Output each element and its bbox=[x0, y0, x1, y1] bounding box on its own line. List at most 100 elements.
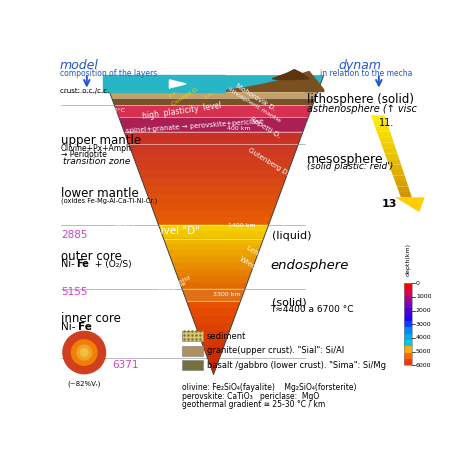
Text: outer core: outer core bbox=[61, 250, 122, 263]
Polygon shape bbox=[177, 276, 250, 282]
Text: (~82%Vᵣ): (~82%Vᵣ) bbox=[67, 380, 101, 387]
Text: 4000: 4000 bbox=[416, 336, 431, 340]
Polygon shape bbox=[211, 367, 216, 374]
Polygon shape bbox=[109, 91, 318, 98]
Polygon shape bbox=[119, 117, 308, 132]
Text: Repetti D.: Repetti D. bbox=[249, 116, 281, 139]
Polygon shape bbox=[182, 289, 245, 301]
Text: Mohorovik D.: Mohorovik D. bbox=[235, 83, 277, 112]
Polygon shape bbox=[150, 201, 277, 209]
Polygon shape bbox=[170, 257, 257, 263]
Polygon shape bbox=[127, 139, 300, 147]
Polygon shape bbox=[103, 75, 324, 91]
Text: (solid plastic: reid'): (solid plastic: reid') bbox=[307, 162, 393, 171]
Text: 2000: 2000 bbox=[416, 308, 431, 313]
Polygon shape bbox=[397, 186, 410, 192]
Polygon shape bbox=[163, 237, 264, 244]
Text: lithospheric mantle: lithospheric mantle bbox=[227, 87, 281, 124]
Text: 2900°C: 2900°C bbox=[113, 223, 136, 228]
Text: 11.: 11. bbox=[379, 118, 394, 128]
Polygon shape bbox=[395, 197, 425, 212]
Text: 5155: 5155 bbox=[61, 287, 88, 297]
Polygon shape bbox=[205, 353, 222, 360]
Text: Ni-: Ni- bbox=[61, 259, 75, 269]
Text: crust: o.c./c.c.: crust: o.c./c.c. bbox=[60, 88, 109, 94]
Text: geothermal gradient ≅ 25-30 °C / km: geothermal gradient ≅ 25-30 °C / km bbox=[182, 401, 326, 410]
Text: nivel "D": nivel "D" bbox=[154, 226, 200, 236]
Text: perovskite: CaTiO₃   periclase:  MgO: perovskite: CaTiO₃ periclase: MgO bbox=[182, 392, 319, 401]
Text: basalt /gabbro (lower crust). "Sima": Si/Mg: basalt /gabbro (lower crust). "Sima": Si… bbox=[207, 361, 386, 370]
Text: 6000: 6000 bbox=[416, 363, 431, 368]
Text: Fe: Fe bbox=[76, 259, 89, 269]
Polygon shape bbox=[130, 147, 297, 155]
Polygon shape bbox=[208, 360, 219, 367]
Text: composition of the layers: composition of the layers bbox=[60, 69, 157, 78]
Polygon shape bbox=[124, 132, 303, 145]
Polygon shape bbox=[158, 225, 269, 231]
Text: transition zone: transition zone bbox=[141, 281, 187, 304]
Text: 2885: 2885 bbox=[61, 229, 88, 240]
Polygon shape bbox=[180, 282, 247, 289]
Text: Fe: Fe bbox=[78, 322, 91, 332]
Polygon shape bbox=[144, 186, 283, 194]
Text: Gutenberg D.: Gutenberg D. bbox=[247, 147, 290, 177]
Polygon shape bbox=[200, 338, 227, 345]
Text: 1000: 1000 bbox=[416, 294, 431, 300]
Text: Olivine+Px+Amph.: Olivine+Px+Amph. bbox=[61, 145, 134, 154]
Text: inner core: inner core bbox=[61, 312, 121, 325]
Polygon shape bbox=[187, 301, 240, 374]
Text: 1400 km: 1400 km bbox=[228, 223, 256, 228]
Bar bbox=[404, 296, 412, 302]
Circle shape bbox=[63, 331, 106, 374]
Bar bbox=[404, 359, 412, 365]
Bar bbox=[404, 328, 412, 334]
Text: lithosphere (solid): lithosphere (solid) bbox=[307, 93, 414, 106]
Polygon shape bbox=[153, 209, 274, 217]
Text: (liquid): (liquid) bbox=[272, 231, 312, 241]
Circle shape bbox=[81, 349, 88, 356]
Text: depth(km): depth(km) bbox=[406, 243, 411, 276]
Polygon shape bbox=[203, 345, 224, 353]
Bar bbox=[404, 315, 412, 321]
Text: Conrad D.: Conrad D. bbox=[171, 86, 201, 107]
Text: spinel+granate → perovskite+periclase: spinel+granate → perovskite+periclase bbox=[126, 118, 264, 134]
Bar bbox=[404, 302, 412, 309]
Text: dynam: dynam bbox=[338, 59, 381, 72]
Polygon shape bbox=[391, 170, 405, 175]
Text: Ni-: Ni- bbox=[61, 322, 75, 332]
Polygon shape bbox=[197, 331, 230, 338]
Polygon shape bbox=[395, 181, 408, 186]
Polygon shape bbox=[158, 225, 269, 239]
Text: 13: 13 bbox=[382, 199, 397, 209]
Text: Wiechert D.: Wiechert D. bbox=[238, 255, 277, 283]
Polygon shape bbox=[103, 75, 225, 91]
Text: o.c.: o.c. bbox=[167, 89, 179, 99]
Polygon shape bbox=[192, 316, 235, 323]
Polygon shape bbox=[175, 270, 252, 276]
Polygon shape bbox=[385, 154, 399, 159]
Polygon shape bbox=[136, 163, 292, 171]
Polygon shape bbox=[381, 143, 396, 148]
Polygon shape bbox=[147, 194, 280, 201]
Text: mesosphere: mesosphere bbox=[307, 153, 384, 165]
Polygon shape bbox=[138, 171, 289, 178]
Text: endosphere: endosphere bbox=[271, 259, 349, 272]
Text: high  plasticity  level: high plasticity level bbox=[142, 101, 222, 121]
Polygon shape bbox=[129, 145, 298, 225]
Text: (oxides Fe-Mg-Al-Ca-Ti-Ni-Cr.): (oxides Fe-Mg-Al-Ca-Ti-Ni-Cr.) bbox=[61, 197, 157, 203]
Polygon shape bbox=[371, 115, 386, 121]
Text: 3300 km: 3300 km bbox=[212, 292, 240, 297]
Polygon shape bbox=[124, 132, 303, 139]
Polygon shape bbox=[112, 98, 315, 105]
Bar bbox=[404, 340, 412, 346]
Text: sediment: sediment bbox=[207, 332, 246, 341]
Text: asthenosphere (↑ visc: asthenosphere (↑ visc bbox=[307, 104, 417, 114]
Bar bbox=[404, 321, 412, 328]
Polygon shape bbox=[195, 323, 232, 331]
Text: 0: 0 bbox=[416, 281, 420, 286]
Text: 3000: 3000 bbox=[416, 322, 431, 327]
Polygon shape bbox=[168, 250, 259, 257]
Circle shape bbox=[72, 340, 97, 365]
Polygon shape bbox=[383, 148, 397, 154]
Polygon shape bbox=[387, 159, 401, 164]
